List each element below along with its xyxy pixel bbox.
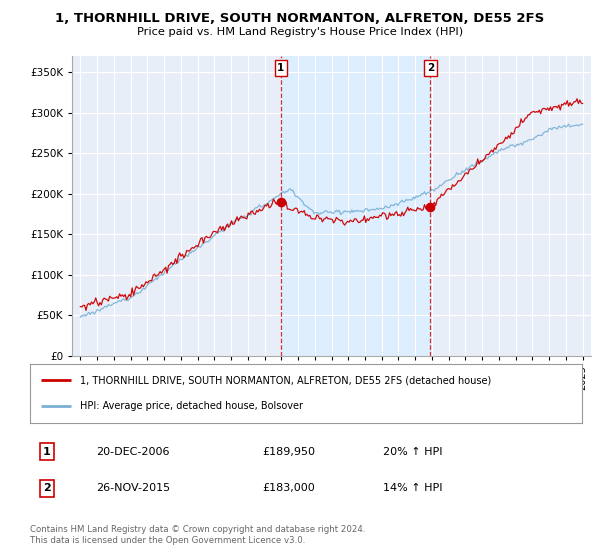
Text: 26-NOV-2015: 26-NOV-2015 — [96, 483, 170, 493]
Text: 1: 1 — [43, 446, 50, 456]
Text: 20% ↑ HPI: 20% ↑ HPI — [383, 446, 443, 456]
Text: Contains HM Land Registry data © Crown copyright and database right 2024.
This d: Contains HM Land Registry data © Crown c… — [30, 525, 365, 545]
Text: 1: 1 — [277, 63, 284, 73]
Text: 1, THORNHILL DRIVE, SOUTH NORMANTON, ALFRETON, DE55 2FS: 1, THORNHILL DRIVE, SOUTH NORMANTON, ALF… — [55, 12, 545, 25]
Text: Price paid vs. HM Land Registry's House Price Index (HPI): Price paid vs. HM Land Registry's House … — [137, 27, 463, 37]
Text: 2: 2 — [43, 483, 50, 493]
Text: £183,000: £183,000 — [262, 483, 314, 493]
Text: 2: 2 — [427, 63, 434, 73]
Text: 1, THORNHILL DRIVE, SOUTH NORMANTON, ALFRETON, DE55 2FS (detached house): 1, THORNHILL DRIVE, SOUTH NORMANTON, ALF… — [80, 375, 491, 385]
Text: HPI: Average price, detached house, Bolsover: HPI: Average price, detached house, Bols… — [80, 402, 302, 412]
Text: 20-DEC-2006: 20-DEC-2006 — [96, 446, 170, 456]
Text: 14% ↑ HPI: 14% ↑ HPI — [383, 483, 443, 493]
Text: £189,950: £189,950 — [262, 446, 315, 456]
Bar — [281, 56, 430, 356]
